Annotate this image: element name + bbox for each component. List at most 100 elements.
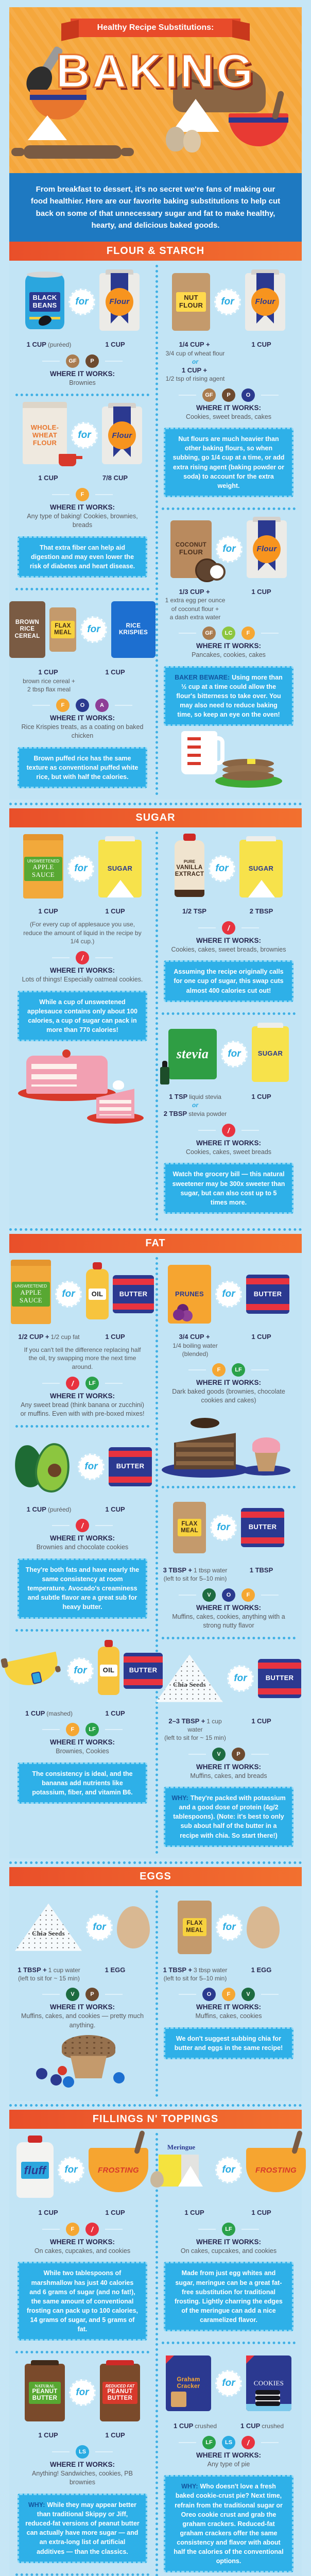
amount-block: 1 CUP [82,668,149,693]
product-illustration: PRUNES [168,1265,211,1324]
amount-value: 1 TBSP + [18,1966,46,1974]
product-label-line: BUTTER [266,1674,294,1682]
where-it-works-label: WHERE IT WORKS: [162,642,296,650]
badge-row: F LF [15,1723,149,1736]
product-label-line: BUTTER [106,2395,134,2402]
where-it-works-text: Cookies, cakes, sweet breads [166,1148,291,1157]
product-label-line: FLOUR [33,439,57,447]
amount-line: 1 EGG [83,1965,148,1975]
product-illustration: SUGAR [239,840,283,897]
where-it-works-label: WHERE IT WORKS: [162,1139,296,1147]
amount-value: 1 CUP [38,2209,58,2216]
where-it-works-label: WHERE IT WORKS: [15,1738,149,1746]
badge-cc-icon: / [85,2223,99,2236]
for-badge: for [214,289,241,315]
amount-block: 1 CUP(puréed) [15,340,82,349]
product-label-line: BROWN [15,619,39,626]
section-header-2: FAT [9,1234,302,1253]
product-label-line: APPLE [15,1289,47,1297]
product-label-line: WHOLE- [31,424,59,432]
amount-block: 1 TBSP [229,1566,296,1583]
flour-pile-icon [172,99,219,132]
amount-line: (left to sit for ~ 15 min) [16,1974,81,1982]
product-illustration: Flour [245,273,285,331]
amount-value: 2 TBSP [250,907,273,915]
badge-lf-icon: LF [85,1377,99,1390]
amount-block: 1 CUP [82,2431,149,2440]
amounts-row: 1 CUP(puréed)1 CUP [15,1505,149,1514]
amount-line: 1 CUP [230,1332,295,1342]
amount-detail: or [192,358,198,365]
badge-v-icon: V [202,1588,216,1602]
tip-text: Who doesn't love a fresh baked cookie-cr… [174,2483,283,2565]
amount-value: 1 CUP [251,341,271,348]
section-header-0: FLOUR & STARCH [9,242,302,261]
amount-block: 1 CUP [15,2208,82,2217]
amount-value: 1 TBSP [250,1566,273,1574]
amount-line: 2 tbsp flax meal [16,685,81,693]
product-cap [23,402,67,408]
where-it-works-label: WHERE IT WORKS: [162,2451,296,2459]
product-illustration: COOKIES [246,2355,291,2411]
tip-text: While they may appear better than tradit… [25,2501,140,2555]
amount-detail: 3 tbsp water [194,1967,227,1974]
muffin-part [50,2074,62,2086]
tip-box: That extra fiber can help aid digestion … [18,536,147,578]
badge-f-icon: F [66,1723,79,1736]
where-it-works-text: Muffins, cakes, and cookies — pretty muc… [20,2012,145,2030]
where-it-works-label: WHERE IT WORKS: [162,2003,296,2011]
tip-box: The consistency is ideal, and the banana… [18,1762,147,1804]
spoon-icon [134,2130,145,2155]
badge-p-icon: P [232,1748,245,1761]
amount-line: brown rice cereal + [16,677,81,685]
product-illustration: OIL [86,1269,109,1319]
amount-line: 1 TBSP +1 cup water [16,1965,81,1975]
product-label-line: PURE [184,859,195,864]
where-it-works-label: WHERE IT WORKS: [15,2461,149,2468]
where-it-works-label: WHERE IT WORKS: [162,1379,296,1386]
product-label-line: SUGAR [258,1050,283,1058]
product-illustration: fluff [16,2142,54,2198]
product-label-line: Graham [177,2377,200,2383]
for-badge: for [67,855,94,882]
amount-block: 1 EGG [82,1965,149,1983]
product-label-line: Flour [255,297,275,306]
amount-value: 1 CUP [184,2209,204,2216]
tip-box: Watch the grocery bill — this natural sw… [164,1163,293,1214]
amount-line: or [163,1101,228,1109]
for-badge: for [71,422,98,449]
amount-detail: (mashed) [46,1710,73,1717]
badge-f-icon: F [241,626,255,640]
sugarpile-icon [107,880,134,897]
sugarpile-icon [248,880,275,897]
product-cap [183,834,195,841]
chocCake-illustration [162,1411,296,1478]
product-label-line: FLAX [54,623,72,630]
badge-lf-icon: LF [85,1723,99,1736]
amount-line: 1 CUP [83,907,148,916]
amount-line: 1/4 CUP + [163,340,228,349]
amount-block: 1 CUP [162,2208,229,2217]
amount-detail: (left to sit for 5–10 min) [164,1575,227,1582]
product-label-line: EXTRACT [175,871,204,878]
where-it-works-text: Cookies, sweet breads, cakes [166,413,291,422]
amount-line: 1 CUP [16,668,81,677]
